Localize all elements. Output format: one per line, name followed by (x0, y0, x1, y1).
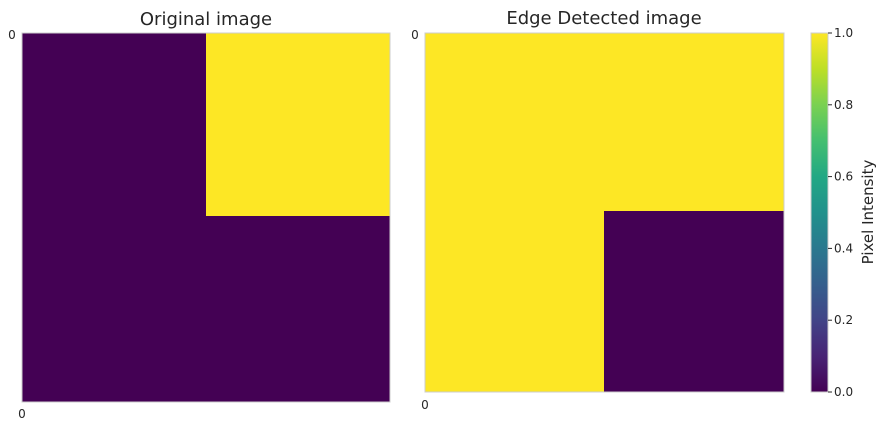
heatmap-cell (206, 216, 390, 402)
panel-original-ytick: 0 (8, 28, 16, 42)
colorbar-label: Pixel Intensity (859, 160, 877, 265)
colorbar: 0.0 0.2 0.4 0.6 0.8 1.0 Pixel Intensity (810, 26, 877, 399)
colorbar-tick-label: 0.0 (834, 385, 853, 399)
colorbar-gradient (810, 32, 829, 393)
heatmap-cell (604, 211, 784, 392)
colorbar-tick-label: 1.0 (834, 26, 853, 40)
heatmap-cell (22, 216, 206, 402)
panel-edge-ytick: 0 (411, 28, 419, 42)
heatmap-cell (425, 33, 604, 211)
panel-original-xtick: 0 (18, 407, 26, 421)
colorbar-tick-label: 0.6 (834, 170, 853, 184)
heatmap-cell (206, 33, 390, 216)
colorbar-tick-label: 0.8 (834, 98, 853, 112)
panel-edge-title: Edge Detected image (506, 8, 701, 29)
colorbar-ticks: 0.0 0.2 0.4 0.6 0.8 1.0 (828, 26, 853, 399)
panel-edge-xtick: 0 (421, 398, 429, 412)
heatmap-cell (22, 33, 206, 216)
panel-original-heatmap (22, 33, 390, 402)
panel-edge: Edge Detected image 0 0 (411, 8, 785, 412)
colorbar-tick-label: 0.2 (834, 313, 853, 327)
panel-original-frame (21, 32, 391, 403)
heatmap-cell (425, 211, 604, 392)
panel-edge-heatmap (425, 33, 784, 392)
colorbar-tick-label: 0.4 (834, 241, 853, 255)
heatmap-cell (604, 33, 784, 211)
panel-original-title: Original image (140, 9, 272, 30)
panel-original: Original image 0 0 (8, 9, 391, 421)
panel-edge-frame (424, 32, 785, 393)
